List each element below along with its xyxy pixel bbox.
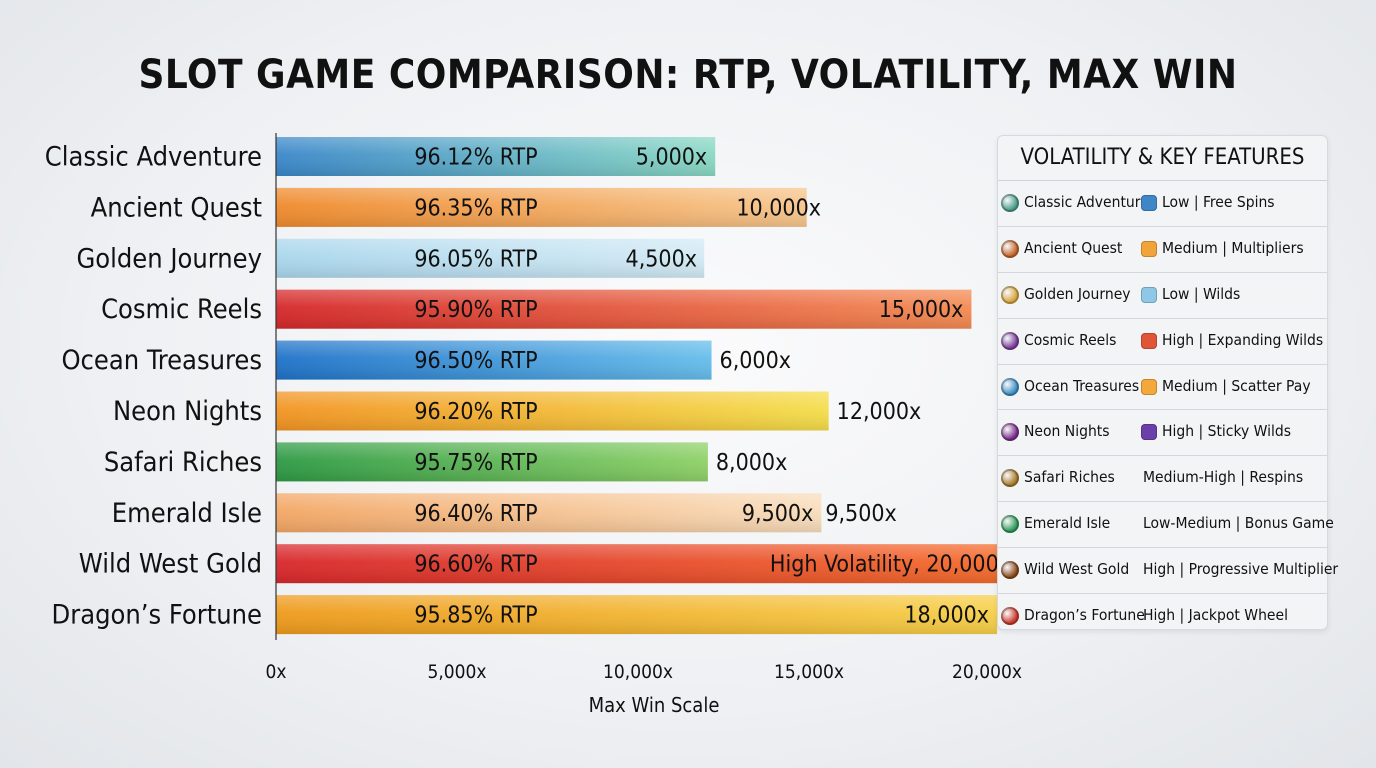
panel-row: Cosmic Reels High | Expanding Wilds	[998, 319, 1327, 365]
category-label: Ancient Quest	[91, 192, 262, 223]
panel-row-name: Ocean Treasures	[1024, 376, 1140, 395]
panel-row-feature: High | Jackpot Wheel	[1143, 606, 1288, 625]
bar-shine-ancient-quest	[276, 187, 807, 227]
bar-shine-cosmic-reels	[276, 289, 972, 329]
category-label: Ocean Treasures	[61, 345, 262, 376]
max-win-label: 4,500x	[626, 246, 697, 272]
bar-shine-dragon-s-fortune	[276, 595, 998, 635]
panel-row-name: Dragon’s Fortune	[1024, 606, 1145, 625]
panel-row-name: Golden Journey	[1024, 284, 1131, 303]
sun-icon	[1001, 285, 1019, 304]
panel-row-feature: High | Sticky Wilds	[1162, 422, 1291, 441]
rtp-label: 96.40% RTP	[414, 501, 537, 527]
panel-row-feature: Low | Wilds	[1162, 284, 1241, 303]
bar-shine-golden-journey	[276, 238, 705, 278]
category-label: Emerald Isle	[112, 498, 262, 529]
planet-icon	[1001, 331, 1019, 350]
bar-shine-ocean-treasures	[276, 340, 712, 380]
expanding-wild-icon	[1141, 332, 1157, 349]
rtp-label: 96.60% RTP	[414, 552, 537, 578]
max-win-label: 5,000x	[636, 145, 707, 171]
x-axis-title: Max Win Scale	[589, 693, 720, 717]
panel-row-name: Classic Adventure	[1024, 193, 1149, 211]
dragon-icon	[1001, 607, 1019, 626]
panel-row-name: Ancient Quest	[1024, 238, 1123, 257]
panel-row: Safari Riches Medium-High | Respins	[998, 456, 1327, 503]
panel-row-feature: Medium-High | Respins	[1143, 468, 1304, 487]
panel-row-name: Neon Nights	[1024, 422, 1110, 441]
panel-row: Classic Adventure Low | Free Spins	[998, 181, 1327, 227]
panel-row-feature: High | Progressive Multiplier	[1143, 560, 1339, 579]
temple-icon	[1001, 239, 1019, 258]
panel-row: Wild West Gold High | Progressive Multipl…	[998, 548, 1338, 595]
x-tick-label: 10,000x	[603, 661, 673, 683]
bar-shine-safari-riches	[276, 442, 708, 482]
x-tick-label: 20,000x	[952, 661, 1022, 683]
category-label: Safari Riches	[104, 447, 262, 478]
panel-row-name: Cosmic Reels	[1024, 330, 1117, 349]
panel-row-feature: Low-Medium | Bonus Game	[1143, 514, 1334, 533]
lion-icon	[1001, 469, 1019, 488]
panel-row-name: Safari Riches	[1024, 468, 1115, 487]
max-win-label: 10,000x	[736, 195, 821, 221]
category-label: Classic Adventure	[45, 142, 262, 173]
panel-row: Ancient Quest Medium | Multipliers	[998, 227, 1327, 273]
rtp-label: 95.75% RTP	[414, 450, 537, 476]
rtp-label: 96.50% RTP	[414, 348, 537, 374]
max-win-label: 12,000x	[837, 399, 922, 425]
rtp-label: 96.05% RTP	[414, 246, 537, 272]
panel-row-name: Wild West Gold	[1024, 560, 1130, 579]
max-win-label: High Volatility, 20,000x	[770, 552, 1011, 578]
neon-sign-icon	[1001, 423, 1019, 442]
panel-title: VOLATILITY & KEY FEATURES	[998, 136, 1327, 181]
panel-row-feature: Medium | Multipliers	[1162, 238, 1304, 257]
rtp-label: 95.85% RTP	[414, 603, 537, 629]
rtp-label: 96.12% RTP	[414, 145, 537, 171]
clover-icon	[1001, 515, 1019, 534]
panel-row-feature: High | Expanding Wilds	[1162, 330, 1324, 349]
category-label: Cosmic Reels	[101, 294, 262, 325]
panel-row-name: Emerald Isle	[1024, 514, 1111, 533]
volatility-features-panel: VOLATILITY & KEY FEATURES Classic Advent…	[997, 135, 1338, 630]
panel-row: Golden Journey Low | Wilds	[998, 273, 1327, 319]
category-label: Neon Nights	[113, 396, 262, 427]
rtp-label: 96.35% RTP	[414, 195, 537, 221]
max-win-label: 15,000x	[879, 297, 964, 323]
category-label: Golden Journey	[76, 243, 262, 274]
panel-row-feature: Medium | Scatter Pay	[1162, 376, 1311, 395]
category-label: Wild West Gold	[79, 549, 262, 580]
max-win-label: 9,500x	[742, 501, 813, 527]
panel-row: Ocean Treasures Medium | Scatter Pay	[998, 365, 1327, 411]
panel-row-feature: Low | Free Spins	[1162, 193, 1275, 211]
sheriff-badge-icon	[1001, 561, 1019, 580]
category-label: Dragon’s Fortune	[52, 600, 262, 631]
rtp-label: 96.20% RTP	[414, 399, 537, 425]
x-tick-label: 0x	[266, 661, 287, 683]
rtp-label: 95.90% RTP	[414, 297, 537, 323]
free-spins-icon	[1141, 195, 1157, 211]
sticky-wild-icon	[1141, 424, 1157, 441]
compass-icon	[1001, 194, 1019, 212]
multiplier-icon	[1141, 240, 1157, 257]
x-tick-label: 5,000x	[427, 661, 486, 683]
panel-row: Emerald Isle Low-Medium | Bonus Game	[998, 502, 1334, 549]
bar-shine-emerald-isle	[276, 493, 822, 533]
wild-icon	[1141, 286, 1157, 303]
chart-title: SLOT GAME COMPARISON: RTP, VOLATILITY, M…	[138, 52, 1238, 98]
max-win-label: 18,000x	[904, 603, 989, 629]
scatter-icon	[1141, 378, 1157, 395]
max-win-label: 8,000x	[716, 450, 787, 476]
bar-shine-classic-adventure	[276, 137, 716, 176]
wave-icon	[1001, 377, 1019, 396]
extra-label: 9,500x	[825, 501, 896, 527]
panel-row: Neon Nights High | Sticky Wilds	[998, 410, 1327, 457]
bar-shine-wild-west-gold	[276, 544, 1019, 584]
panel-row: Dragon’s Fortune High | Jackpot Wheel	[998, 594, 1327, 639]
bar-shine-neon-nights	[276, 391, 829, 431]
x-tick-label: 15,000x	[774, 661, 844, 683]
max-win-label: 6,000x	[720, 348, 791, 374]
